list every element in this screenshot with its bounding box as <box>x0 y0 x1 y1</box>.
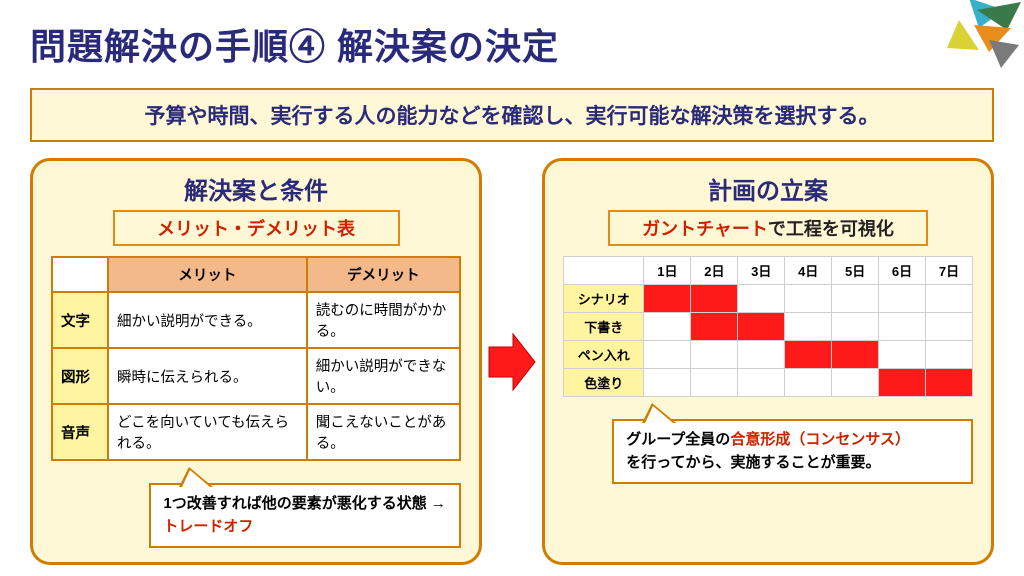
gantt-corner <box>564 257 644 285</box>
panel-plan-title: 計画の立案 <box>563 171 973 206</box>
callout-a: グループ全員の <box>626 431 730 448</box>
gantt-day-header: 6日 <box>879 257 926 285</box>
gantt-cell-empty <box>879 313 926 341</box>
callout-b: 合意形成（コンセンサス） <box>730 431 910 448</box>
cell-demerit: 読むのに時間がかかる。 <box>307 292 460 348</box>
gantt-day-header: 5日 <box>832 257 879 285</box>
gantt-cell-empty <box>785 369 832 397</box>
gantt-row: ペン入れ <box>564 341 973 369</box>
col-merit: メリット <box>108 257 307 292</box>
gantt-cell-filled <box>785 341 832 369</box>
gantt-cell-empty <box>925 313 972 341</box>
panel-solutions: 解決案と条件 メリット・デメリット表 メリット デメリット 文字細かい説明ができ… <box>30 158 482 565</box>
gantt-cell-empty <box>691 369 738 397</box>
tradeoff-callout: 1つ改善すれば他の要素が悪化する状態 → トレードオフ <box>149 483 461 548</box>
gantt-row: 下書き <box>564 313 973 341</box>
cell-merit: どこを向いていても伝えられる。 <box>108 404 307 460</box>
gantt-cell-empty <box>738 341 785 369</box>
gantt-cell-filled <box>691 313 738 341</box>
row-label: 音声 <box>52 404 108 460</box>
callout-tail-icon <box>642 403 676 423</box>
gantt-task-label: 色塗り <box>564 369 644 397</box>
gantt-band: ガントチャートで工程を可視化 <box>608 210 928 246</box>
merit-demerit-band: メリット・デメリット表 <box>113 210 400 246</box>
gantt-row: 色塗り <box>564 369 973 397</box>
gantt-cell-empty <box>738 369 785 397</box>
gantt-day-header: 4日 <box>785 257 832 285</box>
gantt-task-label: 下書き <box>564 313 644 341</box>
gantt-row: シナリオ <box>564 285 973 313</box>
gantt-cell-filled <box>644 285 691 313</box>
callout-tail-icon <box>179 467 213 487</box>
gantt-day-header: 1日 <box>644 257 691 285</box>
callout-text-b: トレードオフ <box>163 518 253 535</box>
table-corner <box>52 257 108 292</box>
cell-merit: 細かい説明ができる。 <box>108 292 307 348</box>
arrow-right-icon <box>487 332 537 392</box>
cell-merit: 瞬時に伝えられる。 <box>108 348 307 404</box>
gantt-day-header: 3日 <box>738 257 785 285</box>
gantt-cell-empty <box>644 341 691 369</box>
panel-plan: 計画の立案 ガントチャートで工程を可視化 1日2日3日4日5日6日7日 シナリオ… <box>542 158 994 565</box>
gantt-cell-empty <box>738 285 785 313</box>
table-row: 図形瞬時に伝えられる。細かい説明ができない。 <box>52 348 460 404</box>
callout-c: を行ってから、実施することが重要。 <box>626 454 880 471</box>
gantt-cell-empty <box>832 285 879 313</box>
gantt-cell-empty <box>785 285 832 313</box>
col-demerit: デメリット <box>307 257 460 292</box>
cell-demerit: 細かい説明ができない。 <box>307 348 460 404</box>
gantt-task-label: ペン入れ <box>564 341 644 369</box>
subtitle-box: 予算や時間、実行する人の能力などを確認し、実行可能な解決策を選択する。 <box>30 88 994 142</box>
table-row: 文字細かい説明ができる。読むのに時間がかかる。 <box>52 292 460 348</box>
gantt-cell-empty <box>879 285 926 313</box>
corner-logo <box>919 0 1024 80</box>
gantt-cell-filled <box>832 341 879 369</box>
arrow-between <box>482 158 542 565</box>
gantt-task-label: シナリオ <box>564 285 644 313</box>
gantt-cell-empty <box>832 369 879 397</box>
merit-demerit-table: メリット デメリット 文字細かい説明ができる。読むのに時間がかかる。図形瞬時に伝… <box>51 256 461 461</box>
consensus-callout: グループ全員の合意形成（コンセンサス） を行ってから、実施することが重要。 <box>612 419 973 484</box>
cell-demerit: 聞こえないことがある。 <box>307 404 460 460</box>
panel-solutions-title: 解決案と条件 <box>51 171 461 206</box>
gantt-cell-empty <box>644 313 691 341</box>
gantt-cell-empty <box>925 285 972 313</box>
row-label: 文字 <box>52 292 108 348</box>
gantt-band-black: で工程を可視化 <box>768 219 894 239</box>
gantt-cell-empty <box>644 369 691 397</box>
gantt-cell-filled <box>691 285 738 313</box>
callout-text-a: 1つ改善すれば他の要素が悪化する状態 → <box>163 495 446 512</box>
gantt-cell-empty <box>832 313 879 341</box>
gantt-cell-filled <box>925 369 972 397</box>
slide-title: 問題解決の手順④ 解決案の決定 <box>0 0 1024 70</box>
gantt-chart: 1日2日3日4日5日6日7日 シナリオ下書きペン入れ色塗り <box>563 256 973 397</box>
gantt-cell-empty <box>925 341 972 369</box>
gantt-band-red: ガントチャート <box>642 219 768 239</box>
two-column-layout: 解決案と条件 メリット・デメリット表 メリット デメリット 文字細かい説明ができ… <box>0 142 1024 565</box>
gantt-cell-filled <box>879 369 926 397</box>
row-label: 図形 <box>52 348 108 404</box>
gantt-cell-empty <box>785 313 832 341</box>
gantt-day-header: 7日 <box>925 257 972 285</box>
table-row: 音声どこを向いていても伝えられる。聞こえないことがある。 <box>52 404 460 460</box>
gantt-cell-filled <box>738 313 785 341</box>
gantt-day-header: 2日 <box>691 257 738 285</box>
gantt-cell-empty <box>879 341 926 369</box>
gantt-cell-empty <box>691 341 738 369</box>
